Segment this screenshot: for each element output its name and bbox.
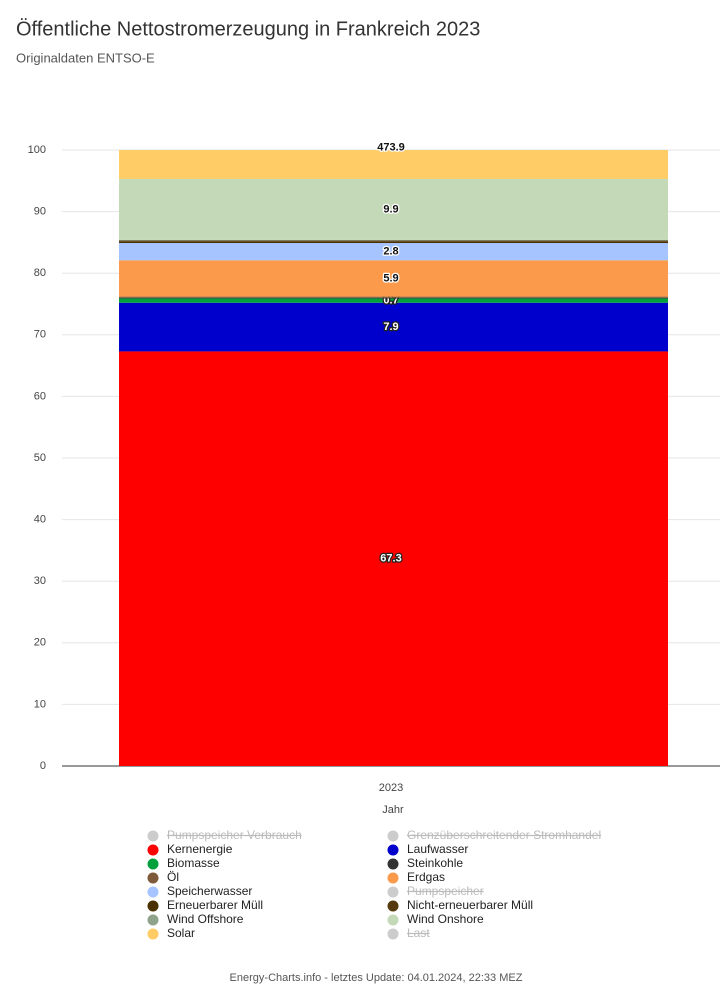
legend-marker — [387, 914, 399, 926]
x-tick-label: 2023 — [379, 782, 403, 794]
bar-segment — [119, 240, 668, 242]
y-tick-label: 20 — [34, 637, 46, 649]
legend-marker — [147, 914, 159, 926]
legend-label[interactable]: Öl — [167, 870, 179, 884]
y-tick-label: 50 — [34, 452, 46, 464]
bar-segment — [119, 296, 668, 298]
y-tick-label: 40 — [34, 514, 46, 526]
legend-label[interactable]: Erneuerbarer Müll — [167, 898, 263, 912]
legend-label[interactable]: Erdgas — [407, 870, 445, 884]
footer: Energy-Charts.info - letztes Update: 04.… — [230, 972, 523, 984]
bar-segment — [119, 298, 668, 303]
legend-marker — [387, 886, 399, 898]
legend-label[interactable]: Wind Offshore — [167, 912, 244, 926]
data-label: 7.9 — [383, 321, 398, 333]
bar-segment — [119, 302, 668, 352]
bar-segment — [119, 178, 668, 240]
y-tick-label: 100 — [28, 144, 46, 156]
legend-label[interactable]: Biomasse — [167, 856, 220, 870]
x-axis-title: Jahr — [382, 804, 404, 816]
legend-label[interactable]: Kernenergie — [167, 842, 233, 856]
legend-marker — [387, 900, 399, 912]
annotation: 473.9 — [377, 141, 405, 153]
chart-subtitle: Originaldaten ENTSO-E — [16, 50, 155, 65]
legend-label[interactable]: Speicherwasser — [167, 884, 252, 898]
legend-marker — [387, 872, 399, 884]
data-label: 5.9 — [383, 272, 398, 284]
legend-marker — [147, 928, 159, 940]
legend-label[interactable]: Pumpspeicher Verbrauch — [167, 828, 302, 842]
data-label: 2.8 — [383, 246, 398, 258]
bar-segment — [119, 351, 668, 766]
y-tick-label: 0 — [40, 760, 46, 772]
data-label: 9.9 — [383, 203, 398, 215]
legend-label[interactable]: Pumpspeicher — [407, 884, 484, 898]
legend-marker — [387, 858, 399, 870]
y-tick-label: 30 — [34, 575, 46, 587]
legend-marker — [387, 830, 399, 842]
legend-marker — [387, 928, 399, 940]
legend-label[interactable]: Wind Onshore — [407, 912, 484, 926]
y-tick-label: 60 — [34, 390, 46, 402]
legend-label[interactable]: Solar — [167, 926, 195, 940]
legend-marker — [387, 844, 399, 856]
legend-marker — [147, 872, 159, 884]
legend-marker — [147, 900, 159, 912]
legend-marker — [147, 858, 159, 870]
data-label: 67.3 — [380, 553, 401, 565]
legend-label[interactable]: Nicht-erneuerbarer Müll — [407, 898, 533, 912]
chart-title: Öffentliche Nettostromerzeugung in Frank… — [16, 18, 480, 40]
bar-segment — [119, 150, 668, 179]
legend-label[interactable]: Last — [407, 926, 430, 940]
y-tick-label: 90 — [34, 206, 46, 218]
y-tick-label: 10 — [34, 698, 46, 710]
y-tick-label: 70 — [34, 329, 46, 341]
bar-segment — [119, 241, 668, 244]
bar-segment — [119, 239, 668, 241]
bar-segment — [119, 297, 668, 299]
legend-marker — [147, 844, 159, 856]
legend-marker — [147, 830, 159, 842]
legend-label[interactable]: Grenzüberschreitender Stromhandel — [407, 828, 601, 842]
legend-label[interactable]: Laufwasser — [407, 842, 468, 856]
bar-segment — [119, 243, 668, 261]
y-tick-label: 80 — [34, 267, 46, 279]
legend-marker — [147, 886, 159, 898]
legend-label[interactable]: Steinkohle — [407, 856, 463, 870]
bar-segment — [119, 260, 668, 297]
